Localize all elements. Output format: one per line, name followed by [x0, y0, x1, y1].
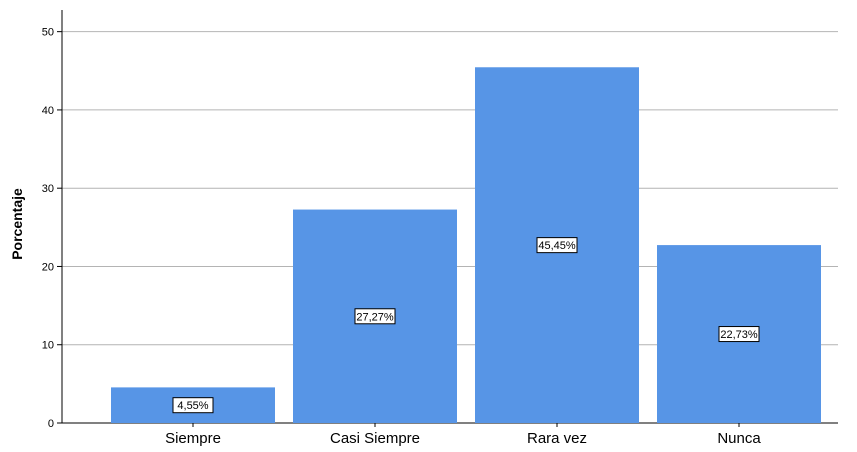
x-tick-label-siempre: Siempre	[165, 430, 221, 447]
y-tick-label-10: 10	[42, 340, 54, 352]
y-tick-label-30: 30	[42, 183, 54, 195]
data-label-box-casi-siempre	[354, 308, 396, 325]
tick-labels: 0 10 20 30 40 50 Siempre Casi Siempre Rara vez Nu…	[42, 27, 762, 447]
y-axis-label: Porcentaje	[9, 188, 25, 260]
x-tick-label-rara-vez: Rara vez	[527, 430, 587, 447]
data-label-casi-siempre: 27,27%	[356, 311, 394, 323]
y-tick-label-50: 50	[42, 27, 54, 39]
bars	[111, 67, 821, 423]
y-tick-label-40: 40	[42, 105, 54, 117]
x-tick-label-casi-siempre: Casi Siempre	[330, 430, 420, 447]
x-tick-label-nunca: Nunca	[717, 430, 761, 447]
data-label-siempre: 4,55%	[177, 400, 208, 412]
data-label-box-nunca	[718, 326, 760, 343]
y-tick-label-0: 0	[48, 418, 54, 430]
data-label-nunca: 22,73%	[720, 329, 758, 341]
data-label-box-rara-vez	[536, 237, 578, 254]
data-label-box-siempre	[172, 397, 214, 414]
y-tick-label-20: 20	[42, 261, 54, 273]
data-labels: 4,55% 27,27% 45,45% 22,73%	[172, 237, 760, 414]
data-label-rara-vez: 45,45%	[538, 240, 576, 252]
